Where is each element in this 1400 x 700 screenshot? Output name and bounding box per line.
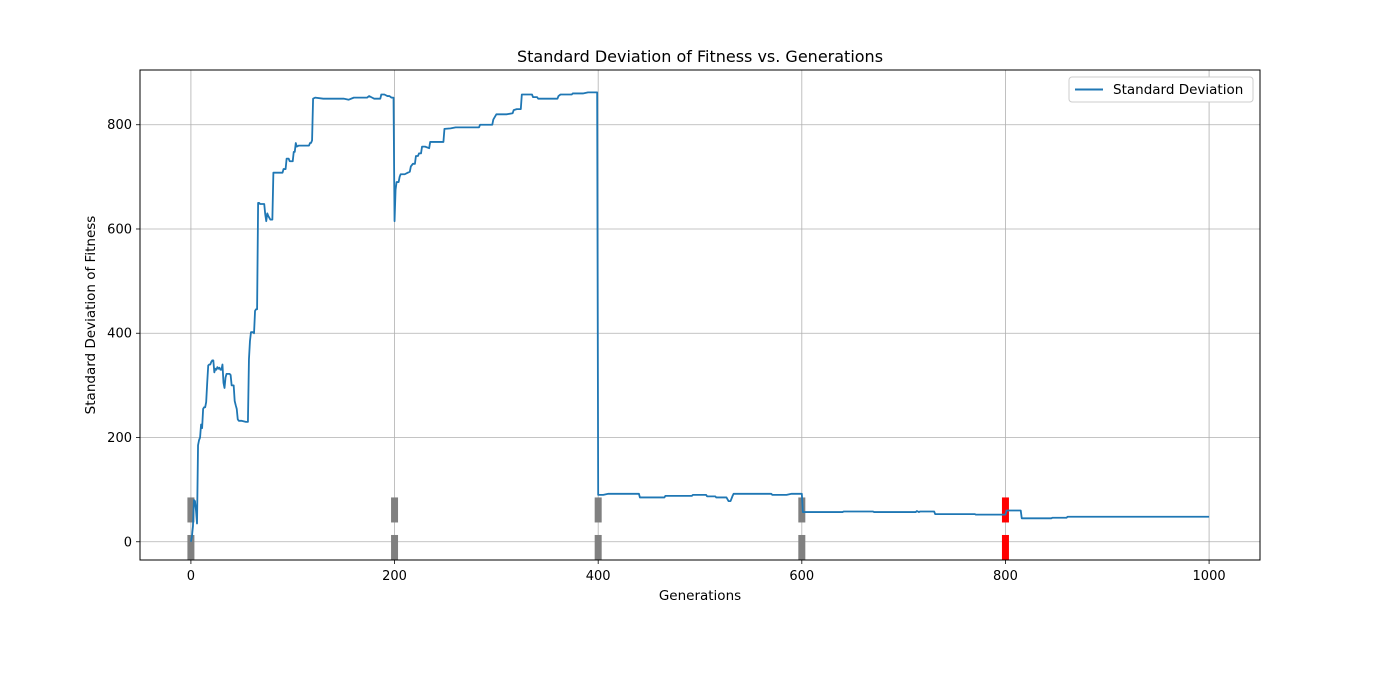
generation-marker <box>594 534 602 560</box>
generation-marker <box>798 497 806 523</box>
legend: Standard Deviation <box>1068 76 1254 103</box>
series-line <box>190 91 1210 542</box>
x-tick-label: 600 <box>789 569 814 584</box>
generation-marker <box>1001 497 1009 523</box>
generation-marker <box>391 497 399 523</box>
generation-markers <box>187 497 1009 560</box>
y-tick-label: 800 <box>107 118 132 133</box>
x-axis-title: Generations <box>659 588 741 604</box>
x-tick-label: 1000 <box>1193 569 1226 584</box>
generation-marker <box>798 534 806 560</box>
y-axis-ticks: 0 200 400 600 800 <box>107 118 140 550</box>
series-layer <box>190 91 1210 542</box>
x-tick-label: 400 <box>586 569 611 584</box>
x-tick-label: 800 <box>993 569 1018 584</box>
chart-title: Standard Deviation of Fitness vs. Genera… <box>517 47 883 66</box>
y-axis-title: Standard Deviation of Fitness <box>83 216 99 415</box>
generation-marker <box>594 497 602 523</box>
generation-marker <box>187 497 195 523</box>
y-tick-label: 200 <box>107 431 132 446</box>
y-tick-label: 600 <box>107 222 132 237</box>
generation-marker <box>187 534 195 560</box>
x-axis-ticks: 0 200 400 600 800 1000 <box>187 560 1226 584</box>
x-tick-label: 200 <box>382 569 407 584</box>
generation-marker <box>1001 534 1009 560</box>
plot-frame <box>139 69 1261 561</box>
generation-marker <box>391 534 399 560</box>
x-tick-label: 0 <box>187 569 195 584</box>
y-tick-label: 0 <box>124 535 132 550</box>
legend-label: Standard Deviation <box>1113 82 1243 98</box>
y-tick-label: 400 <box>107 327 132 342</box>
legend-box <box>1068 76 1254 103</box>
